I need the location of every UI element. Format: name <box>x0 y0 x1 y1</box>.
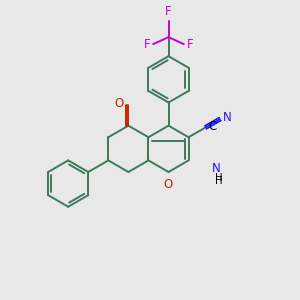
Text: N: N <box>212 162 220 176</box>
Text: O: O <box>163 178 172 190</box>
Text: F: F <box>143 38 150 51</box>
Text: F: F <box>165 5 172 18</box>
Text: H: H <box>215 176 223 186</box>
Text: C: C <box>209 120 217 133</box>
Text: O: O <box>114 97 123 110</box>
Text: F: F <box>187 38 194 51</box>
Text: H: H <box>215 172 223 183</box>
Text: N: N <box>223 111 232 124</box>
